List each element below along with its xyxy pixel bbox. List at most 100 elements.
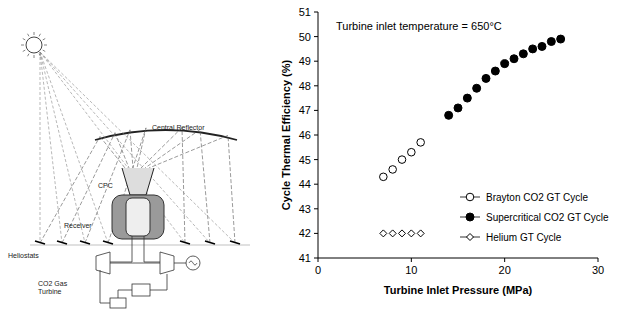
y-tick-label: 46 [299, 129, 311, 141]
legend-label: Brayton CO2 GT Cycle [486, 192, 589, 203]
x-axis-label: Turbine Inlet Pressure (MPa) [384, 284, 533, 296]
diagram-label: CPC [98, 182, 113, 189]
data-point [399, 230, 406, 237]
x-axis [318, 258, 598, 259]
recuperator [132, 284, 150, 296]
y-tick-label: 45 [299, 154, 311, 166]
y-tick-label: 41 [299, 252, 311, 264]
x-tick-label: 30 [592, 264, 604, 276]
sun-beam [40, 52, 85, 243]
diagram-label: Heliostats [8, 252, 39, 259]
heliostat [180, 241, 190, 244]
diagram-label: Turbine [38, 288, 62, 295]
sun-beam [40, 52, 41, 243]
y-tick [314, 233, 318, 234]
cpc [122, 168, 154, 195]
y-tick-label: 51 [299, 6, 311, 18]
reflected-beam [200, 130, 210, 243]
data-point [510, 55, 518, 63]
pipe [110, 236, 132, 262]
data-point [380, 173, 388, 181]
sun-ray [44, 45, 47, 46]
y-tick [314, 110, 318, 111]
data-point [408, 230, 415, 237]
data-point [380, 230, 387, 237]
y-tick-label: 44 [299, 178, 311, 190]
central-reflector [95, 130, 237, 140]
generator [186, 256, 200, 270]
sun-ray [23, 39, 26, 41]
x-tick [504, 258, 505, 262]
diagram-label: CO2 Gas [38, 280, 68, 287]
data-point [417, 139, 425, 147]
legend-label: Helium GT Cycle [486, 232, 562, 243]
data-point [491, 67, 499, 75]
reflected-beam [182, 128, 185, 243]
y-tick [314, 12, 318, 13]
data-point [389, 166, 397, 174]
focused-beam [145, 130, 200, 168]
data-point [463, 94, 471, 102]
focused-beam [130, 130, 133, 168]
y-tick-label: 50 [299, 31, 311, 43]
sun-ray [34, 55, 35, 58]
diagram-label: Central Reflector [152, 124, 205, 131]
sun [26, 37, 42, 53]
plot-area [380, 35, 565, 237]
annotation: Turbine inlet temperature = 650°C [336, 20, 502, 32]
sun-ray [39, 34, 41, 37]
sun-beam [40, 52, 235, 243]
data-point [547, 38, 555, 46]
sun-ray [28, 54, 30, 57]
y-tick [314, 85, 318, 86]
x-tick [411, 258, 412, 262]
pipe [144, 236, 160, 262]
sun-beam [40, 52, 185, 243]
y-tick [314, 184, 318, 185]
y-tick [314, 36, 318, 37]
receiver [126, 198, 150, 236]
legend-marker [466, 213, 474, 221]
heliostat [57, 241, 67, 244]
reflected-beam [62, 133, 115, 243]
sun-ray [21, 45, 24, 46]
x-tick [318, 258, 319, 262]
compressor [96, 252, 110, 274]
data-point [519, 50, 527, 58]
legend: Brayton CO2 GT CycleSupercritical CO2 GT… [460, 192, 609, 243]
heliostat [205, 241, 215, 244]
legend-marker [466, 193, 474, 201]
x-tick [598, 258, 599, 262]
cooler [110, 298, 126, 308]
data-point [482, 74, 490, 82]
y-tick-label: 42 [299, 227, 311, 239]
reflected-beam [228, 135, 235, 243]
sun-ray [43, 39, 46, 41]
data-point [445, 111, 453, 119]
data-point [408, 148, 416, 156]
data-point [501, 60, 509, 68]
data-point [538, 42, 546, 50]
sun-ray [43, 50, 46, 52]
reflected-beam [40, 137, 100, 243]
y-tick [314, 159, 318, 160]
x-tick-label: 0 [315, 264, 321, 276]
y-axis-label: Cycle Thermal Efficiency (%) [280, 59, 292, 210]
data-point [454, 104, 462, 112]
heliostat [230, 241, 240, 244]
figure: Central ReflectorCPCReceiverHeliostatsCO… [0, 0, 639, 323]
y-tick [314, 258, 318, 259]
data-point [557, 35, 565, 43]
data-point [529, 45, 537, 53]
sun-beam [40, 52, 108, 243]
sun-beam [40, 52, 62, 243]
generator-symbol [189, 261, 197, 265]
legend-marker [467, 234, 474, 241]
focused-beam [141, 128, 182, 168]
chart: 41424344454647484950510102030Turbine Inl… [280, 6, 609, 296]
data-point [473, 84, 481, 92]
diagram: Central ReflectorCPCReceiverHeliostatsCO… [8, 32, 250, 308]
y-tick [314, 135, 318, 136]
ground [30, 245, 250, 246]
pipe [100, 270, 110, 303]
